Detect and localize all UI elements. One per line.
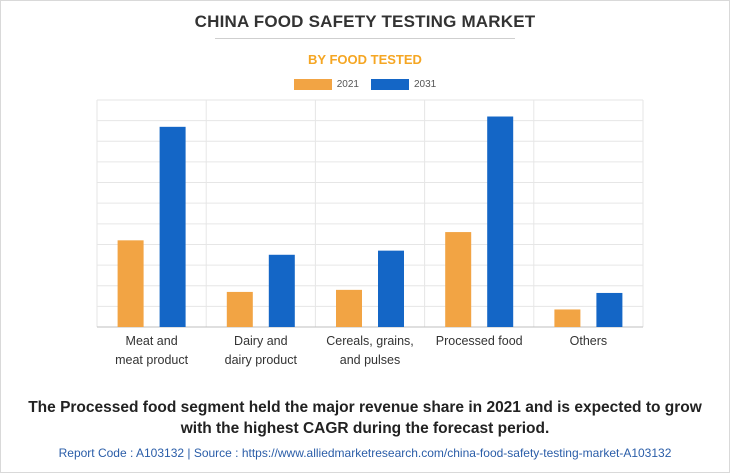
- bar-2031-4: [596, 292, 623, 327]
- legend-item-2021[interactable]: 2021: [293, 79, 359, 90]
- title-divider: [215, 38, 515, 39]
- bar-2021-0: [117, 240, 144, 327]
- legend: 2021 2031: [0, 79, 730, 90]
- bar-2021-4: [554, 309, 581, 327]
- bar-2031-3: [487, 116, 514, 327]
- chart-title: CHINA FOOD SAFETY TESTING MARKET: [194, 12, 536, 31]
- bar-2021-1: [226, 291, 253, 327]
- legend-swatch-2021: [293, 79, 332, 90]
- x-tick-label: dairy product: [225, 353, 298, 367]
- legend-label-2031: 2031: [414, 79, 437, 90]
- report-footer: Report Code : A103132 | Source : https:/…: [58, 446, 672, 460]
- bar-chart: Meat and meat product Dairy and dairy produ…: [96, 99, 644, 367]
- bar-2031-2: [378, 250, 404, 327]
- bar-2021-2: [336, 289, 362, 327]
- legend-item-2031[interactable]: 2031: [371, 79, 436, 90]
- x-tick-label: Processed food: [436, 334, 523, 348]
- x-tick-label: and pulses: [340, 353, 400, 367]
- legend-label-2021: 2021: [336, 79, 359, 90]
- x-tick-label: Cereals, grains,: [326, 334, 414, 348]
- legend-swatch-2031: [371, 79, 409, 90]
- x-tick-label: Others: [570, 334, 608, 348]
- chart-subtitle: BY FOOD TESTED: [308, 52, 422, 67]
- x-tick-label: meat product: [115, 353, 188, 367]
- chart-caption: The Processed food segment held the majo…: [28, 399, 702, 437]
- bar-2031-1: [268, 254, 295, 327]
- x-tick-label: Dairy and: [234, 334, 288, 348]
- bar-2031-0: [159, 126, 186, 327]
- bar-2021-3: [445, 232, 472, 327]
- x-tick-label: Meat and: [126, 334, 178, 348]
